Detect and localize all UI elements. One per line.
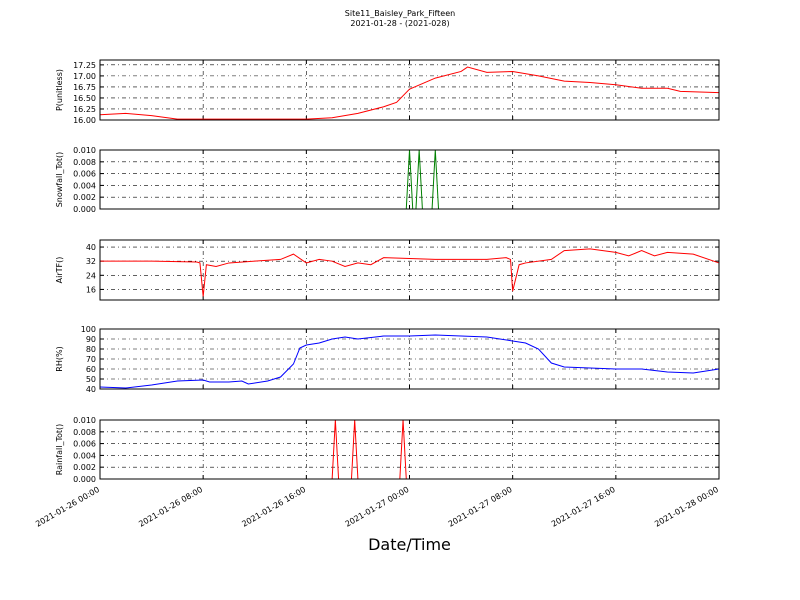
y-tick-label: 0.004	[73, 181, 96, 190]
y-tick-label: 80	[86, 345, 96, 354]
y-tick-label: 16.25	[73, 105, 96, 114]
y-tick-label: 0.002	[73, 463, 96, 472]
plot-frame	[99, 328, 720, 390]
y-tick-label: 16.50	[73, 94, 96, 103]
y-axis-label: AirTF()	[55, 257, 64, 284]
y-tick-label: 32	[86, 257, 96, 266]
data-line	[99, 66, 720, 120]
y-tick-label: 0.006	[73, 170, 96, 179]
y-tick-label: 0.010	[73, 146, 96, 155]
y-tick-label: 0.000	[73, 205, 96, 214]
y-tick-label: 16.00	[73, 116, 96, 125]
y-tick-label: 50	[86, 375, 96, 384]
y-tick-label: 40	[86, 385, 96, 394]
y-axis-label: P(unitless)	[55, 69, 64, 111]
plot-frame	[99, 239, 720, 301]
y-tick-label: 0.008	[73, 158, 96, 167]
plot-frame	[99, 149, 720, 210]
data-line	[100, 248, 720, 297]
y-tick-label: 16	[86, 285, 96, 294]
y-tick-label: 24	[86, 271, 96, 280]
y-tick-label: 60	[86, 365, 96, 374]
y-tick-label: 0.004	[73, 451, 96, 460]
chart-title: Site11_Baisley_Park_Fifteen	[345, 9, 455, 18]
y-axis-label: Rainfall_Tot()	[55, 424, 64, 476]
y-axis-label: Snowfall_Tot()	[55, 152, 64, 208]
plot-frame	[99, 59, 720, 121]
chart-subtitle: 2021-01-28 - (2021-028)	[350, 19, 449, 28]
y-tick-label: 0.006	[73, 440, 96, 449]
y-axis-label: RH(%)	[55, 346, 64, 371]
data-line	[99, 334, 720, 389]
y-tick-label: 0.002	[73, 193, 96, 202]
y-tick-label: 0.010	[73, 416, 96, 425]
y-tick-label: 17.25	[73, 61, 96, 70]
y-tick-label: 70	[86, 355, 96, 364]
y-tick-label: 90	[86, 335, 96, 344]
y-tick-label: 17.00	[73, 72, 96, 81]
y-tick-label: 16.75	[73, 83, 96, 92]
plot-frame	[99, 419, 720, 480]
y-tick-label: 100	[81, 325, 96, 334]
y-tick-label: 0.008	[73, 428, 96, 437]
y-tick-label: 0.000	[73, 475, 96, 484]
x-axis-label: Date/Time	[368, 535, 451, 554]
y-tick-label: 40	[86, 243, 96, 252]
